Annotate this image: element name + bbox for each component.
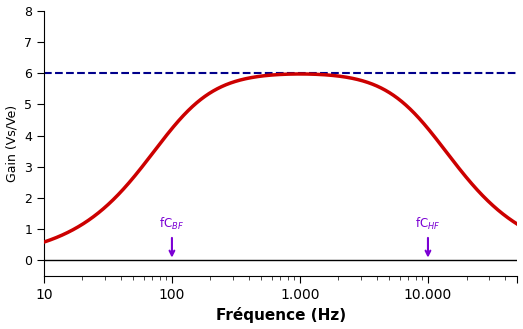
X-axis label: Fréquence (Hz): Fréquence (Hz) xyxy=(215,307,346,323)
Y-axis label: Gain (Vs/Ve): Gain (Vs/Ve) xyxy=(6,105,18,182)
Text: fC$_{HF}$: fC$_{HF}$ xyxy=(415,216,441,255)
Text: fC$_{BF}$: fC$_{BF}$ xyxy=(160,216,185,255)
